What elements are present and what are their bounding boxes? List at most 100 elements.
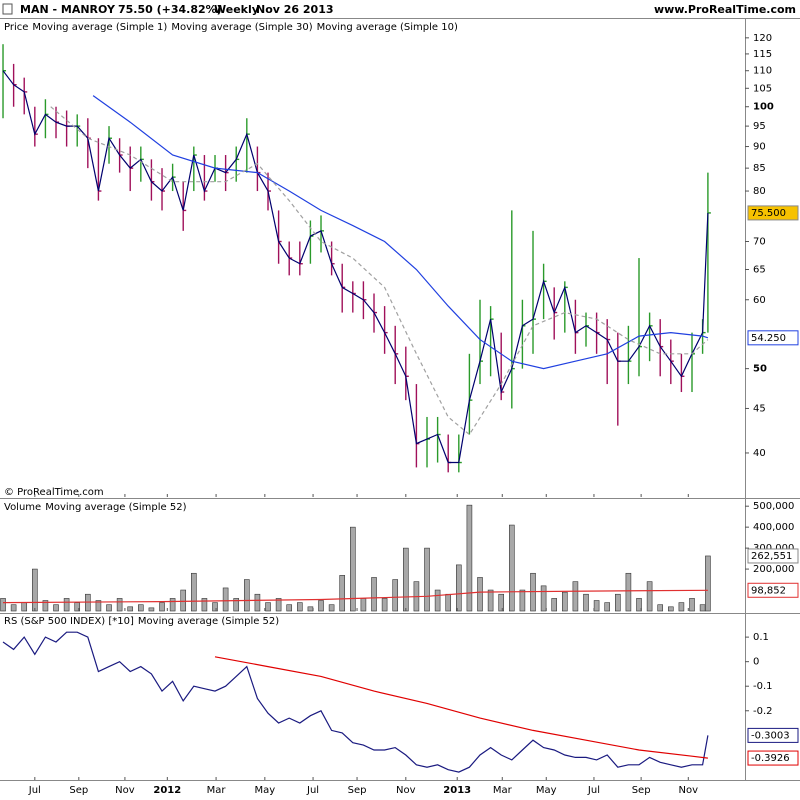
volume-bar — [562, 591, 568, 612]
volume-bar — [689, 598, 695, 612]
x-tick-label: May — [536, 785, 557, 796]
last-value-label: 54.250 — [751, 333, 786, 344]
last-value-box — [747, 750, 799, 766]
x-tick-label: Mar — [207, 785, 227, 796]
volume-bar — [540, 585, 547, 612]
volume-bar — [657, 604, 664, 612]
volume-bar — [265, 602, 271, 612]
last-value-box — [747, 582, 799, 598]
volume-bar — [593, 600, 600, 612]
last-value-box — [747, 548, 799, 564]
last-value-label: 98,852 — [751, 585, 786, 596]
volume-bar — [318, 600, 324, 612]
volume-bar — [487, 589, 494, 612]
volume-bar — [307, 606, 314, 612]
y-tick-label: 90 — [753, 142, 766, 153]
y-tick-label: 100 — [753, 102, 774, 113]
y-tick-label: -0.1 — [753, 681, 773, 692]
volume-bar — [148, 607, 155, 612]
y-tick-label: 40 — [753, 448, 766, 459]
x-tick-label: May — [254, 785, 275, 796]
last-value-label: -0.3003 — [751, 730, 790, 741]
volume-bar — [32, 568, 38, 612]
y-tick-label: 120 — [753, 33, 772, 44]
y-tick-label: 65 — [753, 265, 766, 276]
legend-entry: Moving average (Simple 1) — [32, 22, 167, 33]
y-tick-label: -0.2 — [753, 706, 773, 717]
volume-bar — [297, 602, 303, 612]
y-tick-label: 50 — [753, 364, 767, 375]
volume-bar — [127, 606, 134, 612]
volume-bar — [106, 604, 112, 612]
x-tick-label: Nov — [396, 785, 416, 796]
volume-bar — [625, 572, 632, 612]
copyright: © ProRealTime.com — [4, 487, 104, 498]
x-tick-label: Jul — [28, 785, 41, 796]
volume-bar — [519, 589, 526, 612]
volume-bar — [445, 593, 452, 612]
volume-bar — [551, 598, 558, 612]
volume-bar — [403, 547, 409, 612]
x-tick-label: Jul — [306, 785, 319, 796]
volume-bar — [434, 589, 441, 612]
y-tick-label: 95 — [753, 121, 766, 132]
series-line — [214, 656, 708, 759]
x-tick-label: Sep — [348, 785, 367, 796]
volume-bar — [10, 604, 17, 612]
site: www.ProRealTime.com — [654, 3, 796, 16]
legend-entry: RS (S&P 500 INDEX) [*10] — [4, 616, 134, 627]
y-tick-label: 105 — [753, 83, 772, 94]
volume-bar — [244, 579, 250, 612]
volume-bar — [180, 589, 187, 612]
volume-bar — [328, 604, 335, 612]
x-tick-label: Sep — [69, 785, 88, 796]
y-tick-label: 110 — [753, 66, 772, 77]
volume-bar — [254, 593, 261, 612]
volume-bar — [169, 598, 176, 612]
period: Weekly — [214, 3, 259, 16]
volume-bar — [646, 581, 653, 612]
quote: 75.50 (+34.82%) — [118, 3, 222, 16]
legend-title: Volume — [4, 502, 41, 513]
x-tick-label: 2012 — [153, 785, 181, 796]
y-tick-label: 45 — [753, 403, 766, 414]
x-tick-label: Nov — [115, 785, 135, 796]
legend-entry: Moving average (Simple 52) — [138, 616, 279, 627]
legend-entry: Moving average (Simple 52) — [45, 502, 186, 513]
volume-bar — [275, 598, 282, 612]
y-tick-label: 60 — [753, 295, 766, 306]
x-tick-label: 2013 — [443, 785, 471, 796]
volume-bar — [212, 602, 218, 612]
volume-bar — [233, 598, 240, 612]
volume-bar — [668, 606, 674, 612]
x-tick-label: Mar — [493, 785, 513, 796]
series-line — [50, 106, 709, 436]
y-tick-label: 0 — [753, 657, 759, 668]
last-value-box — [747, 330, 799, 346]
y-tick-label: 200,000 — [753, 564, 794, 575]
y-tick-label: 85 — [753, 163, 766, 174]
icon — [2, 3, 13, 15]
volume-bar — [699, 604, 706, 612]
volume-bar — [0, 598, 6, 612]
volume-bar — [116, 598, 123, 612]
volume-bar — [381, 598, 388, 612]
legend-entry: Moving average (Simple 30) — [171, 22, 312, 33]
volume-bar — [286, 604, 293, 612]
volume-bar — [360, 598, 367, 612]
volume-bar — [636, 598, 642, 612]
series-line — [92, 95, 709, 370]
volume-bar — [53, 604, 59, 612]
y-tick-label: 70 — [753, 237, 766, 248]
volume-bar — [705, 555, 711, 612]
volume-bar — [63, 598, 70, 612]
symbol: MAN - MANROY — [20, 3, 116, 16]
volume-bar — [477, 577, 483, 612]
volume-bar — [392, 579, 399, 612]
legend-title: Price — [4, 22, 28, 33]
volume-bar — [159, 602, 165, 612]
series-line — [2, 631, 709, 773]
volume-bar — [191, 572, 197, 612]
series-line — [2, 589, 708, 604]
